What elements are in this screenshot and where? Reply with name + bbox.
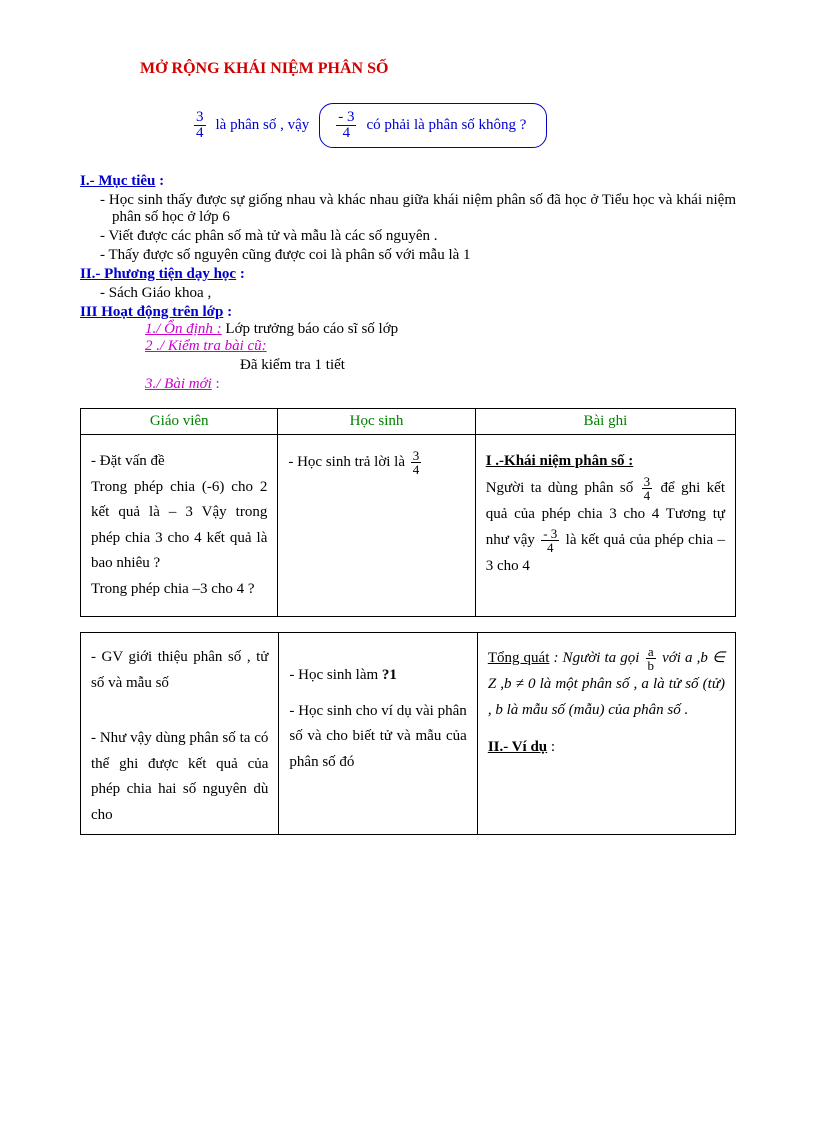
callout-box: - 3 4 có phải là phân số không ? bbox=[319, 103, 547, 148]
th-student: Học sinh bbox=[278, 409, 475, 435]
section-2: II.- Phương tiện dạy học : - Sách Giáo k… bbox=[80, 266, 736, 302]
intro-question: 3 4 là phân số , vậy - 3 4 có phải là ph… bbox=[190, 103, 736, 148]
example-heading: II.- Ví dụ bbox=[488, 739, 547, 755]
sub-1-text: Lớp trưởng báo cáo sĩ số lớp bbox=[225, 321, 398, 337]
fraction-3-4: 3 4 bbox=[194, 110, 206, 141]
th-teacher: Giáo viên bbox=[81, 409, 278, 435]
page-title: MỞ RỘNG KHÁI NIỆM PHÂN SỐ bbox=[140, 60, 736, 78]
fraction-neg3-4: - 3 4 bbox=[336, 110, 356, 141]
r2-student: - Học sinh làm ?1 - Học sinh cho ví dụ v… bbox=[279, 633, 477, 835]
sub-2-text: Đã kiểm tra 1 tiết bbox=[240, 357, 736, 374]
r2-teacher: - GV giới thiệu phân số , tử số và mẫu s… bbox=[81, 633, 279, 835]
r2-notes: Tổng quát : Người ta gọi ab với a ,b ∈ Z… bbox=[477, 633, 735, 835]
fraction-ans: 3 4 bbox=[411, 449, 422, 476]
sub-1-head: 1./ Ổn định : bbox=[145, 321, 222, 337]
sub-3-head: 3./ Bài mới bbox=[145, 376, 212, 392]
section-3: III Hoạt động trên lớp : 1./ Ổn định : L… bbox=[80, 304, 736, 393]
section-1: I.- Mục tiêu : - Học sinh thấy được sự g… bbox=[80, 173, 736, 264]
sec2-heading: II.- Phương tiện dạy học bbox=[80, 266, 236, 282]
sec1-heading: I.- Mục tiêu bbox=[80, 173, 155, 189]
sec3-heading: III Hoạt động trên lớp bbox=[80, 304, 223, 320]
th-notes: Bài ghi bbox=[475, 409, 735, 435]
sub-2-head: 2 ./ Kiểm tra bài cũ: bbox=[145, 338, 267, 354]
sec1-bullet-3: - Thấy được số nguyên cũng được coi là p… bbox=[100, 247, 736, 264]
sec1-bullet-1: - Học sinh thấy được sự giống nhau và kh… bbox=[100, 192, 736, 226]
r1-notes: I .-Khái niệm phân số : Người ta dùng ph… bbox=[475, 435, 735, 617]
concept-heading: I .-Khái niệm phân số : bbox=[486, 453, 634, 469]
lesson-table-1: Giáo viên Học sinh Bài ghi - Đặt vấn đề … bbox=[80, 408, 736, 617]
intro-text-2: có phải là phân số không ? bbox=[366, 117, 526, 134]
intro-text-1: là phân số , vậy bbox=[216, 117, 310, 134]
sec1-bullet-2: - Viết được các phân số mà tử và mẫu là … bbox=[100, 228, 736, 245]
lesson-table-2: - GV giới thiệu phân số , tử số và mẫu s… bbox=[80, 632, 736, 835]
sec2-bullet-1: - Sách Giáo khoa , bbox=[100, 285, 736, 302]
r1-student: - Học sinh trả lời là 3 4 bbox=[278, 435, 475, 617]
r1-teacher: - Đặt vấn đề Trong phép chia (-6) cho 2 … bbox=[81, 435, 278, 617]
general-heading: Tổng quát bbox=[488, 650, 550, 666]
